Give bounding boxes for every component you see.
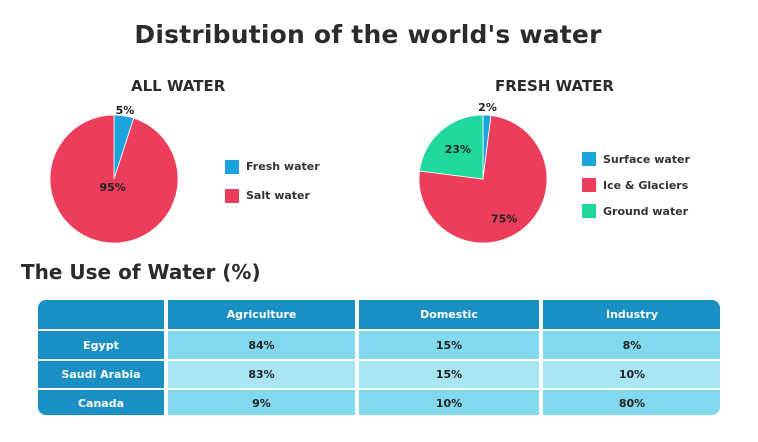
legend-swatch [582,178,596,192]
all-water-title: ALL WATER [131,77,226,95]
legend-item-surface-water: Surface water [582,146,690,172]
table-cell: 8% [543,331,720,359]
pie-slice-salt-water [49,114,179,244]
legend-label: Surface water [603,152,690,166]
table-cell: 84% [168,331,355,359]
legend-swatch [225,188,239,203]
page-title: Distribution of the world's water [134,20,602,49]
row-label-egypt: Egypt [38,331,164,359]
column-header-domestic: Domestic [359,300,539,329]
legend-label: Fresh water [246,160,320,173]
fresh-water-pie-chart: 2% 75% 23% [418,101,548,244]
all-water-legend: Fresh water Salt water [225,152,320,210]
column-header-industry: Industry [543,300,720,329]
table-cell: 10% [543,361,720,388]
all-water-pie-chart: 5% 95% [49,104,179,244]
legend-label: Salt water [246,189,310,202]
fresh-water-title: FRESH WATER [495,77,614,95]
water-use-table-title: The Use of Water (%) [21,260,261,284]
row-label-canada: Canada [38,390,164,415]
table-header-corner [38,300,164,329]
legend-item-fresh-water: Fresh water [225,152,320,181]
legend-item-salt-water: Salt water [225,181,320,210]
legend-label: Ground water [603,204,689,218]
row-label-saudi-arabia: Saudi Arabia [38,361,164,388]
pie-slice-ground-water [419,114,484,180]
table-cell: 10% [359,390,539,415]
data-label-ice-and-glaciers: 75% [491,213,517,226]
data-label-surface-water: 2% [478,101,497,114]
legend-item-ground-water: Ground water [582,198,690,224]
table-cell: 15% [359,361,539,388]
table-cell: 15% [359,331,539,359]
legend-label: Ice & Glaciers [603,178,689,192]
water-use-table: Agriculture Domestic Industry Egypt 84% … [38,300,720,415]
fresh-water-legend: Surface water Ice & Glaciers Ground water [582,146,690,224]
legend-swatch [582,152,596,166]
data-label-ground-water: 23% [445,143,471,156]
data-label-fresh-water: 5% [116,104,135,117]
legend-swatch [582,204,596,218]
table-cell: 80% [543,390,720,415]
legend-swatch [225,159,239,174]
table-cell: 83% [168,361,355,388]
column-header-agriculture: Agriculture [168,300,355,329]
table-cell: 9% [168,390,355,415]
data-label-salt-water: 95% [99,181,125,194]
legend-item-ice-and-glaciers: Ice & Glaciers [582,172,690,198]
